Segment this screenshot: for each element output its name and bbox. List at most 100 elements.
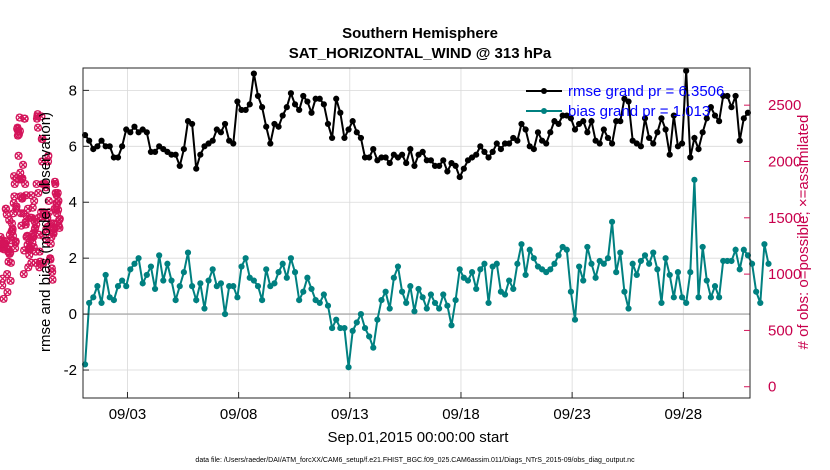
- rmse-point: [353, 129, 360, 136]
- bias-point: [678, 294, 686, 301]
- y-tick-label: 4: [69, 194, 77, 211]
- obs-assimilated-marker: [16, 127, 24, 135]
- obs-assimilated-marker: [38, 158, 46, 165]
- bias-point: [600, 260, 607, 267]
- bias-point: [473, 285, 480, 293]
- obs-assimilated-marker: [8, 219, 16, 227]
- rmse-point: [127, 129, 134, 136]
- rmse-point: [522, 126, 529, 133]
- y-tick-label: 6: [69, 138, 77, 155]
- rmse-point: [510, 134, 517, 142]
- rmse-point: [221, 120, 229, 128]
- obs-assimilated-marker: [44, 158, 52, 165]
- obs-assimilated-marker: [51, 178, 59, 186]
- bias-point: [662, 255, 669, 262]
- obs-assimilated-marker: [50, 225, 58, 233]
- rmse-point: [617, 118, 624, 125]
- bias-point: [646, 260, 653, 267]
- rmse-point: [732, 92, 739, 100]
- bias-point: [230, 283, 237, 290]
- bias-point: [571, 316, 579, 323]
- bias-point: [366, 333, 373, 340]
- rmse-point: [156, 143, 163, 150]
- bias-point: [287, 255, 295, 262]
- bias-point: [629, 260, 636, 267]
- bias-point: [563, 246, 570, 253]
- bias-point: [172, 297, 179, 304]
- rmse-point: [436, 162, 443, 169]
- bias-point: [209, 266, 216, 273]
- bias-point: [189, 283, 196, 290]
- obs-possible-marker: [25, 250, 34, 260]
- bias-point: [753, 288, 760, 295]
- rmse-point: [711, 112, 719, 119]
- rmse-point: [254, 92, 262, 100]
- bias-point: [683, 299, 690, 307]
- rmse-point: [678, 140, 686, 147]
- bias-point: [398, 288, 406, 295]
- obs-possible-marker: [2, 204, 11, 213]
- obs-assimilated-marker: [45, 197, 53, 205]
- rmse-point: [683, 67, 690, 74]
- rmse-point: [333, 95, 340, 102]
- bias-point: [436, 305, 443, 312]
- bias-point: [670, 294, 677, 301]
- rmse-point: [259, 104, 266, 111]
- obs-possible-marker: [38, 134, 47, 144]
- rmse-point: [390, 151, 397, 158]
- bias-point: [143, 271, 150, 279]
- rmse-point: [341, 134, 348, 142]
- obs-assimilated-marker: [55, 222, 63, 230]
- obs-assimilated-marker: [13, 203, 20, 210]
- rmse-point: [143, 129, 150, 136]
- obs-assimilated-marker: [37, 208, 45, 216]
- rmse-point: [608, 140, 616, 147]
- rmse-point: [666, 151, 673, 158]
- obs-assimilated-marker: [18, 174, 26, 182]
- rmse-point: [555, 120, 562, 128]
- y-tick-label: -2: [64, 362, 77, 379]
- rmse-point: [320, 101, 327, 108]
- rmse-point: [382, 154, 389, 161]
- obs-possible-marker: [7, 219, 17, 228]
- obs-assimilated-marker: [39, 232, 47, 240]
- bias-point: [452, 297, 459, 304]
- rmse-point: [209, 137, 216, 144]
- bias-point: [687, 269, 694, 276]
- bias-point: [180, 269, 187, 276]
- rmse-point: [411, 162, 418, 169]
- obs-assimilated-marker: [9, 232, 17, 240]
- bias-point: [147, 263, 155, 270]
- bias-point: [440, 291, 447, 298]
- rmse-point: [160, 146, 167, 153]
- obs-assimilated-marker: [33, 180, 41, 188]
- bias-point: [135, 255, 142, 262]
- bias-point: [184, 249, 192, 256]
- bias-point: [374, 316, 381, 323]
- rmse-point: [135, 129, 142, 136]
- bias-point: [139, 280, 146, 287]
- obs-assimilated-marker: [45, 208, 53, 216]
- obs-possible-marker: [46, 255, 55, 264]
- obs-possible-marker: [14, 151, 23, 160]
- bias-point: [419, 294, 426, 301]
- bias-point: [666, 271, 673, 279]
- bias-point: [448, 322, 455, 329]
- obs-assimilated-marker: [34, 189, 42, 197]
- rmse-point: [403, 159, 410, 167]
- rmse-point: [637, 143, 644, 150]
- rmse-point: [106, 143, 113, 150]
- bias-point: [213, 283, 220, 290]
- rmse-point: [691, 134, 698, 142]
- bias-point: [617, 249, 624, 256]
- bias-point: [119, 277, 126, 284]
- obs-assimilated-marker: [27, 191, 35, 199]
- obs-assimilated-marker: [47, 219, 55, 227]
- bias-point: [444, 302, 451, 309]
- y-tick-label: 8: [69, 82, 77, 99]
- rmse-point: [728, 104, 735, 111]
- y2-tick-label: 2500: [768, 97, 801, 114]
- bias-point: [633, 271, 640, 279]
- bias-point: [740, 246, 747, 253]
